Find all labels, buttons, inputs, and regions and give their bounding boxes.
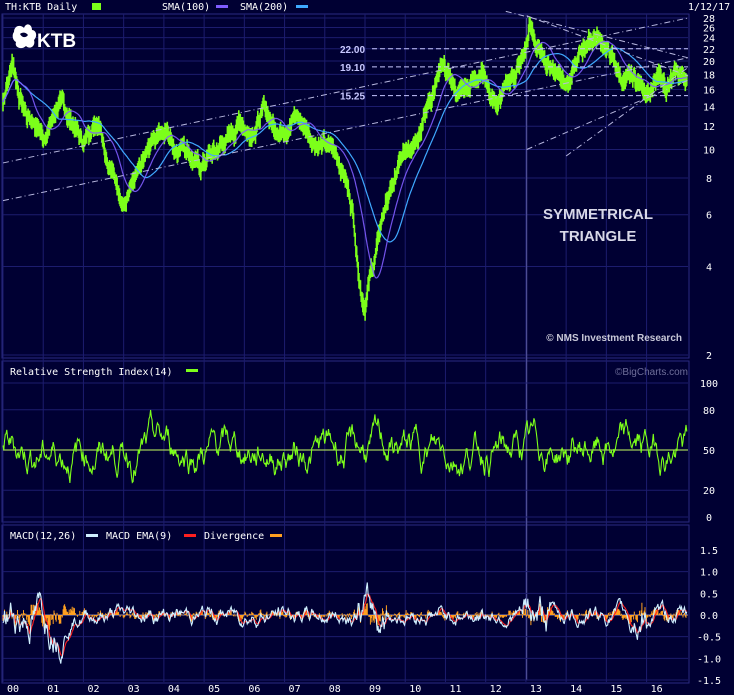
rsi-legend-swatch bbox=[186, 369, 198, 372]
x-tick-label: 12 bbox=[490, 684, 502, 695]
annotation-line2: TRIANGLE bbox=[560, 228, 637, 245]
ktb-logo: KTB bbox=[12, 24, 76, 52]
rsi-tick-label: 80 bbox=[703, 406, 715, 417]
x-tick-label: 01 bbox=[47, 684, 59, 695]
price-tick-label: 20 bbox=[703, 57, 715, 68]
logo-text: KTB bbox=[37, 31, 76, 52]
sma200-legend-swatch bbox=[296, 5, 308, 8]
macd-legend-ema: MACD EMA(9) bbox=[106, 531, 172, 542]
price-tick-label: 28 bbox=[703, 14, 715, 25]
macd-tick-label: 1.5 bbox=[700, 546, 718, 557]
trendline bbox=[526, 15, 689, 77]
price-tick-label: 14 bbox=[703, 103, 715, 114]
x-tick-label: 00 bbox=[7, 684, 19, 695]
price-layer: 22.00 19.10 15.25 bbox=[2, 10, 689, 321]
rsi-tick-label: 100 bbox=[700, 379, 718, 390]
bigcharts-watermark: ©BigCharts.com bbox=[615, 367, 688, 378]
panel-border bbox=[1, 360, 690, 523]
rsi-tick-label: 0 bbox=[706, 513, 712, 524]
macd-tick-label: 0.5 bbox=[700, 589, 718, 600]
sma100-line bbox=[2, 40, 688, 279]
sma100-legend-swatch bbox=[216, 5, 228, 8]
macd-legend-divergence: Divergence bbox=[204, 531, 264, 542]
macd-tick-label: 1.0 bbox=[700, 568, 718, 579]
macd-line bbox=[2, 582, 688, 664]
x-tick-label: 10 bbox=[409, 684, 421, 695]
rsi-layer bbox=[2, 409, 688, 484]
x-tick-label: 09 bbox=[369, 684, 381, 695]
sma100-label: SMA(100) bbox=[162, 2, 210, 13]
macd-tick-label: -0.5 bbox=[697, 633, 721, 644]
rsi-tick-label: 20 bbox=[703, 486, 715, 497]
x-tick-label: 04 bbox=[168, 684, 180, 695]
price-tick-label: 6 bbox=[706, 211, 712, 222]
x-tick-label: 08 bbox=[329, 684, 341, 695]
price-legend-swatch bbox=[92, 3, 101, 10]
x-tick-label: 11 bbox=[449, 684, 461, 695]
x-tick-label: 07 bbox=[289, 684, 301, 695]
sma200-label: SMA(200) bbox=[240, 2, 288, 13]
price-tick-label: 18 bbox=[703, 70, 715, 81]
rsi-line bbox=[2, 409, 688, 484]
level-label: 22.00 bbox=[340, 45, 365, 56]
x-tick-label: 06 bbox=[248, 684, 260, 695]
sma200-line bbox=[2, 47, 688, 243]
date-label: 1/12/17 bbox=[688, 2, 730, 13]
panel-border bbox=[1, 524, 690, 684]
macd-tick-label: 0.0 bbox=[700, 611, 718, 622]
macd-layer bbox=[2, 582, 688, 664]
price-tick-label: 8 bbox=[706, 174, 712, 185]
macd-legend-swatch bbox=[86, 534, 98, 537]
ema-legend-swatch bbox=[184, 534, 196, 537]
macd-tick-label: -1.0 bbox=[697, 654, 721, 665]
rsi-title: Relative Strength Index(14) bbox=[10, 367, 173, 378]
x-tick-label: 02 bbox=[87, 684, 99, 695]
x-tick-label: 15 bbox=[610, 684, 622, 695]
macd-legend-macd: MACD(12,26) bbox=[10, 531, 76, 542]
price-tick-label: 22 bbox=[703, 45, 715, 56]
trendline bbox=[526, 79, 689, 150]
x-tick-label: 16 bbox=[651, 684, 663, 695]
annotation-line1: SYMMETRICAL bbox=[543, 206, 653, 223]
price-tick-label: 16 bbox=[703, 85, 715, 96]
trendline bbox=[505, 10, 689, 59]
price-tick-label: 4 bbox=[706, 262, 712, 273]
price-tick-label: 10 bbox=[703, 145, 715, 156]
x-tick-label: 03 bbox=[128, 684, 140, 695]
panel-border bbox=[1, 13, 690, 359]
ticker-label: TH:KTB Daily bbox=[5, 2, 77, 13]
copyright-label: © NMS Investment Research bbox=[546, 333, 682, 344]
x-tick-label: 05 bbox=[208, 684, 220, 695]
x-tick-label: 14 bbox=[570, 684, 582, 695]
level-label: 15.25 bbox=[340, 92, 365, 103]
price-tick-label: 24 bbox=[703, 34, 715, 45]
price-tick-label: 26 bbox=[703, 23, 715, 34]
level-label: 19.10 bbox=[340, 63, 365, 74]
rsi-tick-label: 50 bbox=[703, 446, 715, 457]
divergence-legend-swatch bbox=[270, 534, 282, 537]
x-tick-label: 13 bbox=[530, 684, 542, 695]
macd-tick-label: -1.5 bbox=[697, 676, 721, 687]
price-tick-label: 12 bbox=[703, 122, 715, 133]
trendline bbox=[2, 17, 689, 164]
price-tick-label: 2 bbox=[706, 351, 712, 362]
